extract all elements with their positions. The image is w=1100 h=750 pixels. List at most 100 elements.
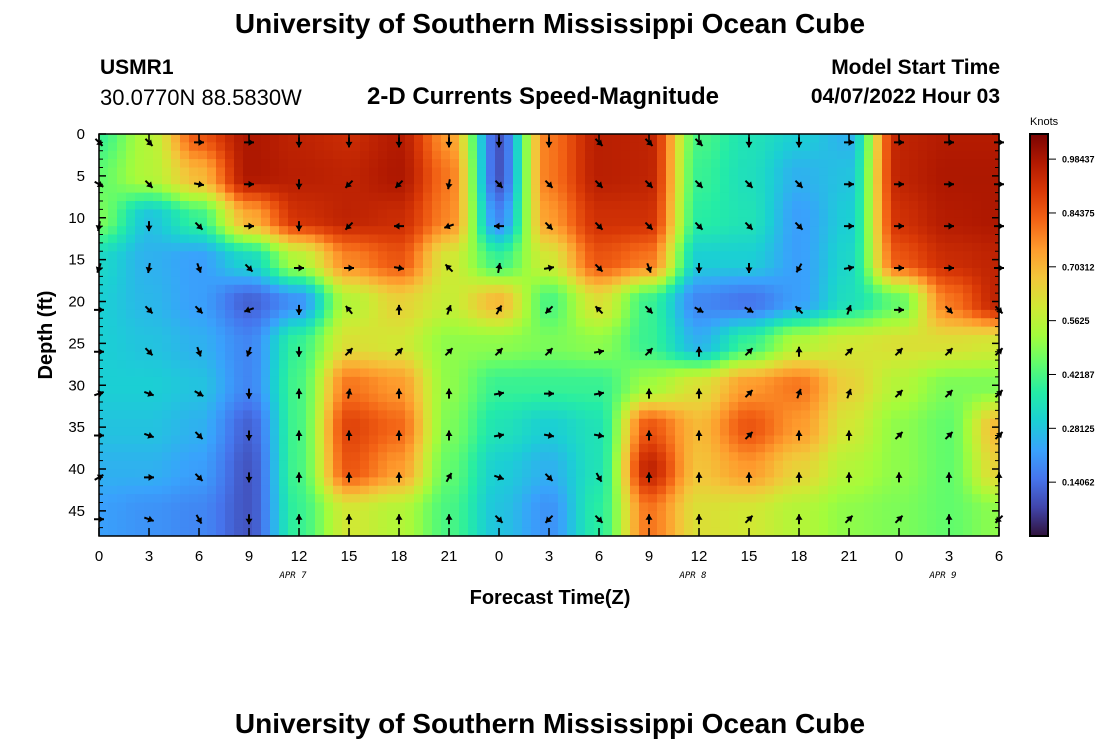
heatmap-cell <box>720 427 730 437</box>
heatmap-cell <box>900 452 910 462</box>
heatmap-cell <box>621 410 631 420</box>
heatmap-cell <box>837 159 847 169</box>
heatmap-cell <box>810 485 820 495</box>
heatmap-cell <box>504 184 514 194</box>
current-arrow <box>745 472 753 483</box>
heatmap-cell <box>927 251 937 261</box>
heatmap-cell <box>927 427 937 437</box>
current-arrow <box>295 346 303 357</box>
heatmap-cell <box>873 343 883 353</box>
heatmap-cell <box>279 335 289 344</box>
heatmap-cell <box>729 402 739 411</box>
heatmap-cell <box>189 519 199 529</box>
heatmap-cell <box>171 284 181 294</box>
heatmap-cell <box>648 259 658 269</box>
heatmap-cell <box>594 343 604 353</box>
heatmap-cell <box>774 184 784 194</box>
heatmap-cell <box>423 368 433 378</box>
heatmap-cell <box>252 184 262 194</box>
heatmap-cell <box>297 209 307 219</box>
heatmap-cell <box>558 309 568 319</box>
heatmap-cell <box>792 368 802 378</box>
heatmap-cell <box>351 418 361 428</box>
heatmap-cell <box>513 435 523 445</box>
heatmap-cell <box>297 460 307 470</box>
heatmap-cell <box>378 519 388 529</box>
heatmap-cell <box>927 443 937 453</box>
heatmap-cell <box>144 385 154 395</box>
heatmap-cell <box>459 402 469 411</box>
heatmap-cell <box>630 443 640 453</box>
heatmap-cell <box>756 217 766 227</box>
heatmap-cell <box>765 510 775 520</box>
heatmap-cell <box>486 427 496 437</box>
heatmap-cell <box>873 326 883 336</box>
heatmap-cell <box>270 276 280 286</box>
heatmap-cell <box>711 201 721 210</box>
heatmap-cell <box>189 335 199 344</box>
heatmap-cell <box>954 309 964 319</box>
heatmap-cell <box>216 494 226 504</box>
heatmap-cell <box>801 343 811 353</box>
heatmap-cell <box>774 217 784 227</box>
heatmap-cell <box>648 326 658 336</box>
heatmap-cell <box>981 410 991 420</box>
heatmap-cell <box>243 209 253 219</box>
current-arrow <box>894 347 904 356</box>
heatmap-cell <box>891 167 901 177</box>
heatmap-cell <box>567 393 577 403</box>
heatmap-cell <box>981 318 991 328</box>
heatmap-cell <box>261 393 271 403</box>
heatmap-cell <box>855 209 865 219</box>
current-arrow <box>544 180 554 189</box>
heatmap-cell <box>360 201 370 210</box>
heatmap-cell <box>819 184 829 194</box>
heatmap-cell <box>747 410 757 420</box>
heatmap-cell <box>657 485 667 495</box>
heatmap-cell <box>495 150 505 160</box>
heatmap-cell <box>747 469 757 478</box>
heatmap-cell <box>162 242 172 252</box>
heatmap-cell <box>342 469 352 478</box>
heatmap-cell <box>486 418 496 428</box>
heatmap-cell <box>909 494 919 504</box>
heatmap-cell <box>981 293 991 303</box>
heatmap-cell <box>882 142 892 152</box>
heatmap-cell <box>675 217 685 227</box>
heatmap-cell <box>918 134 928 143</box>
heatmap-cell <box>783 460 793 470</box>
heatmap-cell <box>270 201 280 210</box>
heatmap-cell <box>351 494 361 504</box>
heatmap-cell <box>216 485 226 495</box>
heatmap-cell <box>171 368 181 378</box>
heatmap-cell <box>414 251 424 261</box>
heatmap-cell <box>306 460 316 470</box>
heatmap-cell <box>927 510 937 520</box>
heatmap-cell <box>297 276 307 286</box>
heatmap-cell <box>756 443 766 453</box>
heatmap-cell <box>810 326 820 336</box>
heatmap-cell <box>873 494 883 504</box>
heatmap-cell <box>837 167 847 177</box>
heatmap-cell <box>117 351 127 361</box>
heatmap-cell <box>657 276 667 286</box>
heatmap-cell <box>702 485 712 495</box>
heatmap-cell <box>414 268 424 277</box>
heatmap-cell <box>567 268 577 277</box>
heatmap-cell <box>414 259 424 269</box>
heatmap-cell <box>513 192 523 202</box>
heatmap-cell <box>252 435 262 445</box>
heatmap-cell <box>270 519 280 529</box>
heatmap-cell <box>495 251 505 261</box>
heatmap-cell <box>603 351 613 361</box>
heatmap-cell <box>864 184 874 194</box>
heatmap-cell <box>945 201 955 210</box>
heatmap-cell <box>819 502 829 512</box>
heatmap-cell <box>207 368 217 378</box>
heatmap-cell <box>666 418 676 428</box>
heatmap-cell <box>207 309 217 319</box>
heatmap-cell <box>243 519 253 529</box>
heatmap-cell <box>594 242 604 252</box>
heatmap-cell <box>333 309 343 319</box>
heatmap-cell <box>279 435 289 445</box>
